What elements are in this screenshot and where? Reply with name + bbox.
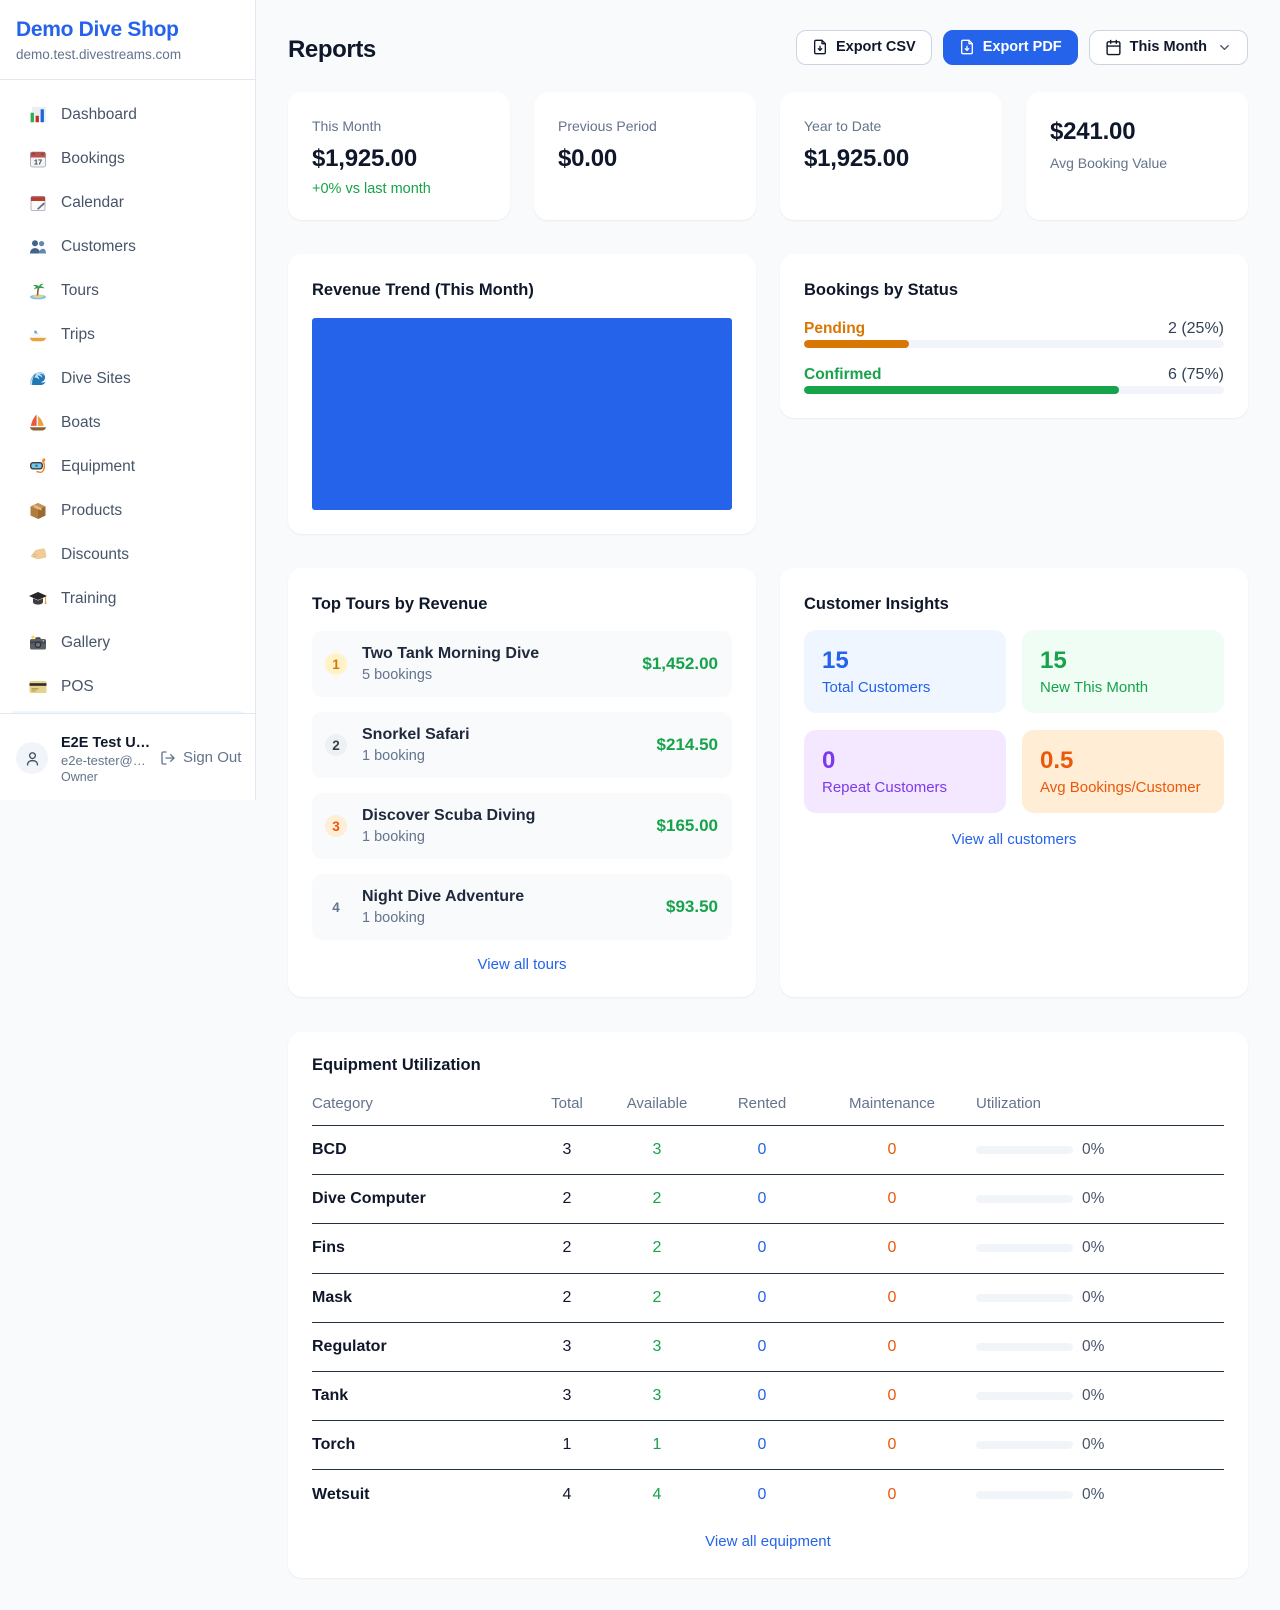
svg-text:17: 17 [34, 158, 42, 167]
